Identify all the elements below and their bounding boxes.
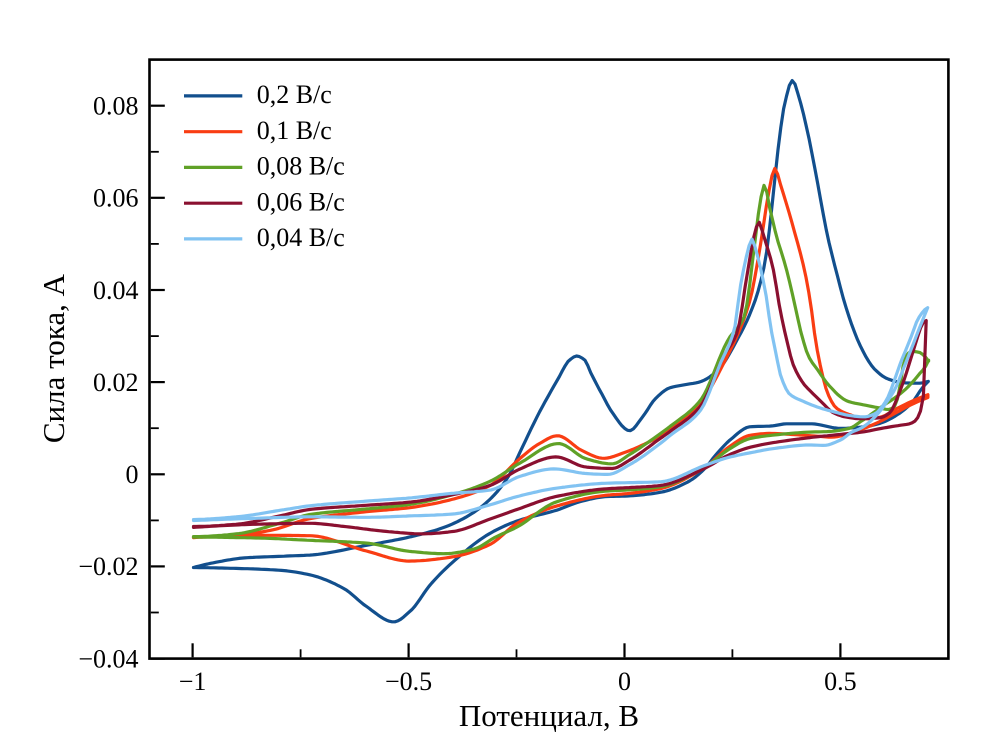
svg-text:0,08 В/с: 0,08 В/с [257, 152, 345, 181]
svg-text:0: 0 [618, 667, 631, 696]
svg-text:0.02: 0.02 [93, 368, 139, 397]
svg-text:−0.5: −0.5 [385, 667, 432, 696]
svg-text:0: 0 [126, 460, 139, 489]
svg-text:0,2 В/с: 0,2 В/с [257, 80, 332, 109]
svg-text:0.06: 0.06 [93, 184, 139, 213]
svg-text:−1: −1 [179, 667, 207, 696]
svg-text:0.5: 0.5 [824, 667, 857, 696]
svg-text:Потенциал, В: Потенциал, В [459, 698, 639, 733]
svg-text:0,06 В/с: 0,06 В/с [257, 188, 345, 217]
svg-text:−0.04: −0.04 [78, 644, 138, 673]
svg-text:Сила тока, А: Сила тока, А [36, 273, 71, 443]
svg-text:0,1 В/с: 0,1 В/с [257, 116, 332, 145]
svg-text:0.08: 0.08 [93, 92, 139, 121]
svg-text:−0.02: −0.02 [78, 552, 138, 581]
svg-text:0,04 В/с: 0,04 В/с [257, 223, 345, 252]
svg-text:0.04: 0.04 [93, 276, 139, 305]
